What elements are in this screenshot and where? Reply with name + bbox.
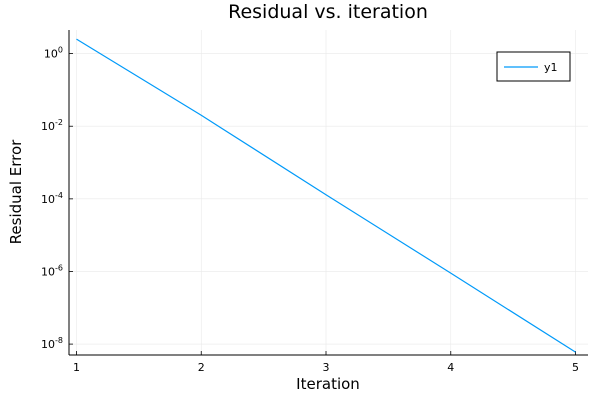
x-tick-label: 2	[198, 361, 205, 374]
x-axis-label: Iteration	[296, 375, 360, 393]
x-tick-label: 5	[572, 361, 579, 374]
x-tick-label: 4	[447, 361, 454, 374]
y-tick-label: 10-8	[41, 336, 63, 351]
x-ticks: 1 2 3 4 5	[73, 351, 579, 374]
y-axis-label: Residual Error	[7, 139, 25, 245]
grid	[69, 30, 588, 355]
legend-label-y1: y1	[544, 61, 558, 74]
x-tick-label: 1	[73, 361, 80, 374]
y-tick-label: 10-4	[41, 191, 63, 206]
y-tick-label: 10-6	[41, 263, 63, 278]
y-tick-label: 10-2	[41, 118, 63, 133]
y-tick-label: 100	[44, 46, 63, 61]
series-layer	[76, 38, 576, 353]
legend: y1	[496, 51, 571, 82]
x-tick-label: 3	[323, 361, 330, 374]
chart-title: Residual vs. iteration	[228, 1, 428, 23]
axes	[68, 30, 588, 356]
y-ticks: 100 10-2 10-4 10-6 10-8	[41, 46, 73, 351]
series-line-y1	[76, 38, 576, 353]
